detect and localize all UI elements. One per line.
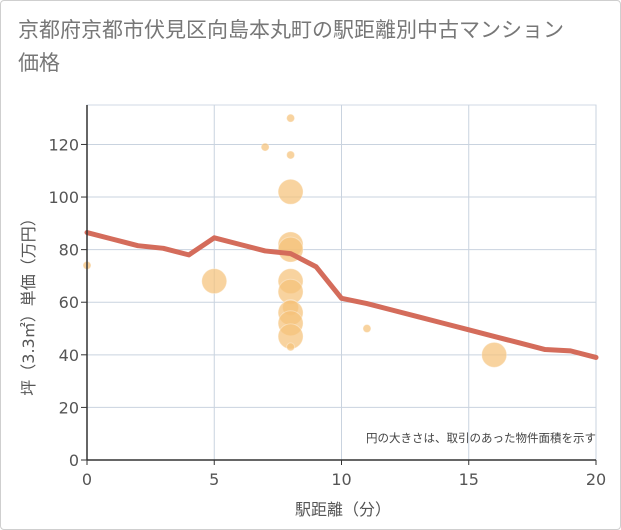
average-line-series [84,230,599,360]
tick-labels: 0 20 40 60 80 100 120 0 5 10 15 20 [48,135,606,489]
bubble-point [286,150,296,160]
axes [81,105,597,465]
x-tick-label: 5 [209,470,219,489]
y-tick-label: 100 [48,188,79,207]
x-tick-label: 20 [586,470,606,489]
y-axis-title: 坪（3.3㎡）単価（万円） [19,210,38,395]
x-tick-label: 15 [459,470,479,489]
chart-title: 京都府京都市伏見区向島本丸町の駅距離別中古マンション価格 [18,18,564,75]
x-tick-label: 10 [331,470,351,489]
y-tick-label: 120 [48,135,79,154]
grid-lines [86,104,597,461]
bubble-point [277,178,304,205]
bubble-point [260,142,270,152]
bubble-point [201,268,228,295]
bubble-point [286,113,296,123]
y-tick-label: 0 [69,451,79,470]
bubble-point [481,341,508,368]
bubble-series [82,113,508,368]
y-tick-label: 80 [59,241,79,260]
y-tick-label: 40 [59,346,79,365]
bubble-point [362,324,372,334]
bubble-point [286,342,296,352]
average-price-line [84,230,599,360]
y-tick-label: 60 [59,293,79,312]
y-tick-label: 20 [59,398,79,417]
x-axis-title: 駅距離（分） [295,500,391,519]
x-tick-label: 0 [82,470,92,489]
bubble-size-note: 円の大きさは、取引のあった物件面積を示す [366,431,596,445]
